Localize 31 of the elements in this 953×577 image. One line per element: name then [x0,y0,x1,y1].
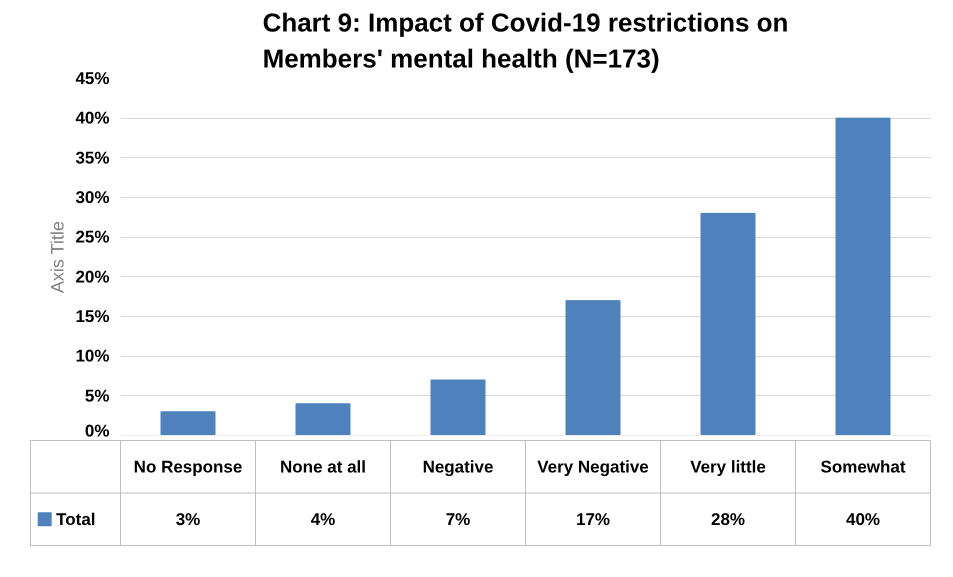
bar [160,411,216,436]
y-tick-label: 20% [75,267,110,286]
x-tick-label: Very little [690,457,766,476]
y-tick-label: 30% [75,188,110,207]
chart-title: Chart 9: Impact of Covid-19 restrictions on Members' mental health (N=173) [262,8,788,74]
y-tick-label: 45% [75,69,110,88]
data-label: 28% [710,510,746,529]
y-tick-label: 10% [75,346,110,366]
x-tick-label: Somewhat [820,457,906,476]
data-label: 7% [446,510,470,529]
y-axis-title: Axis Title [47,221,68,294]
bar [296,403,350,436]
data-label: 40% [846,510,880,529]
bar [836,118,890,436]
bar [700,212,756,436]
y-tick-label: 25% [75,228,110,247]
data-label: 4% [310,510,336,529]
legend-label: Total [56,510,96,529]
y-tick-label: 0% [84,422,110,440]
x-tick-label: None at all [280,457,366,476]
data-label: 17% [576,510,610,529]
bar [566,300,620,436]
y-tick-label: 5% [84,386,110,406]
bar [430,379,486,436]
data-label: 3% [176,510,200,529]
y-tick-label: 40% [75,108,110,128]
x-tick-label: Negative [422,457,494,476]
y-tick-label: 35% [75,148,110,168]
x-tick-label: Very Negative [537,457,649,476]
x-tick-label: No Response [134,457,242,476]
y-tick-label: 15% [75,307,110,326]
